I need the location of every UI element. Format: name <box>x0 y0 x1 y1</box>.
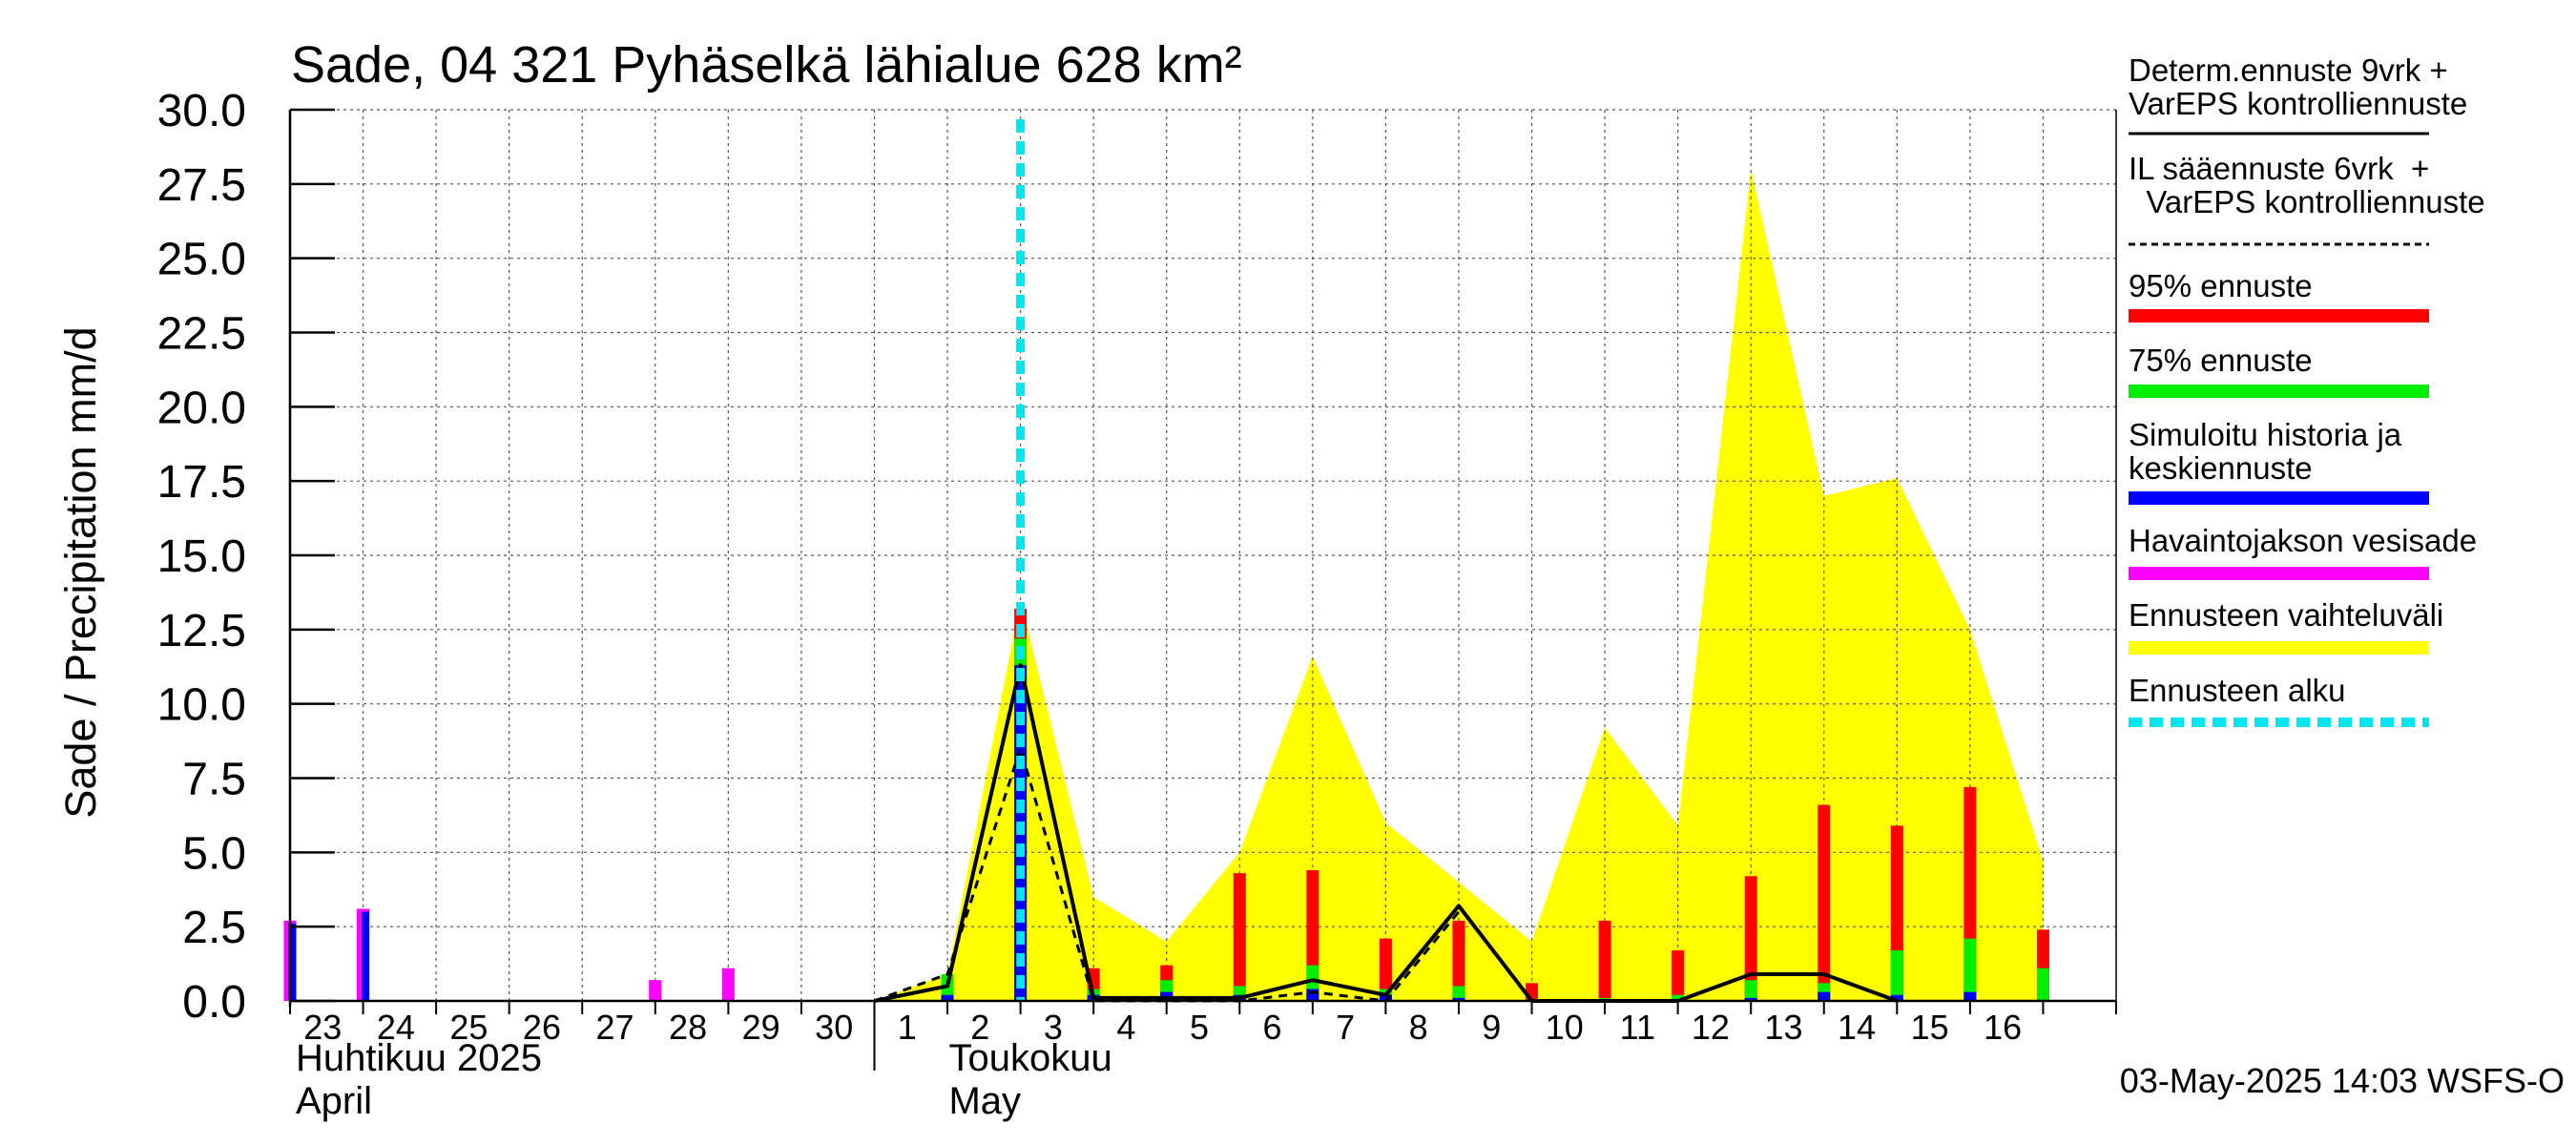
month-label-english: April <box>296 1080 372 1122</box>
bar-median <box>1452 997 1465 1001</box>
bar-75-percent <box>1963 938 1977 1001</box>
x-tick-label: 15 <box>1911 1008 1949 1047</box>
legend-label: 95% ennuste <box>2129 268 2313 303</box>
x-tick-label: 27 <box>595 1008 634 1047</box>
y-tick-label: 12.5 <box>157 606 246 656</box>
y-tick-label: 2.5 <box>182 903 246 953</box>
y-tick-label: 15.0 <box>157 531 246 582</box>
bar-75-percent <box>2036 968 2049 1001</box>
x-tick-label: 5 <box>1190 1008 1209 1047</box>
bar-75-percent <box>1890 950 1903 1001</box>
x-tick-label: 25 <box>449 1008 488 1047</box>
y-tick-label: 30.0 <box>157 86 246 136</box>
y-tick-label: 7.5 <box>182 755 246 805</box>
bar-75-percent <box>1744 980 1757 1001</box>
y-tick-label: 22.5 <box>157 309 246 360</box>
y-tick-label: 17.5 <box>157 457 246 508</box>
legend: Determ.ennuste 9vrk +VarEPS kontrollienn… <box>2129 52 2485 727</box>
legend-label: Ennusteen alku <box>2129 673 2346 708</box>
legend-label: Determ.ennuste 9vrk + <box>2129 52 2448 88</box>
x-tick-label: 30 <box>815 1008 853 1047</box>
x-tick-label: 24 <box>377 1008 415 1047</box>
y-tick-label: 20.0 <box>157 383 246 433</box>
determ-forecast-line <box>874 663 1899 1003</box>
bar-median <box>1379 994 1392 1001</box>
bar-median <box>1963 991 1977 1001</box>
x-tick-label: 8 <box>1409 1008 1428 1047</box>
x-tick-label: 3 <box>1044 1008 1063 1047</box>
line-marks <box>873 119 1899 1003</box>
bar-median <box>1890 994 1903 1001</box>
x-tick-label: 7 <box>1336 1008 1355 1047</box>
x-tick-label: 10 <box>1546 1008 1584 1047</box>
bar-95-percent <box>1452 920 1465 1001</box>
month-label: Toukokuu <box>948 1037 1111 1079</box>
axes: 0.0 2.5 5.0 7.5 10.0 12.5 15.0 17.5 20.0 22.5 25.0… <box>157 86 2117 1122</box>
legend-label: IL sääennuste 6vrk + <box>2129 151 2429 186</box>
bar-75-percent <box>1452 986 1465 1001</box>
bar-75-percent <box>1672 994 1685 1001</box>
x-tick-label: 28 <box>669 1008 707 1047</box>
bar-95-percent <box>1818 804 1831 1001</box>
x-tick-label: 23 <box>303 1008 342 1047</box>
bar-observed-edge <box>357 908 363 1001</box>
legend-label: keskiennuste <box>2129 450 2313 486</box>
il-forecast-line <box>873 746 1461 1003</box>
x-tick-label: 29 <box>742 1008 780 1047</box>
month-label-english: May <box>948 1080 1021 1122</box>
bar-95-percent <box>1379 938 1392 1001</box>
bar-95-percent <box>1598 920 1611 1001</box>
y-tick-label: 5.0 <box>182 828 246 879</box>
x-tick-label: 16 <box>1984 1008 2022 1047</box>
x-tick-label: 4 <box>1116 1008 1135 1047</box>
month-label: Huhtikuu 2025 <box>296 1037 542 1079</box>
legend-label: 75% ennuste <box>2129 343 2313 378</box>
y-tick-label: 10.0 <box>157 680 246 731</box>
x-tick-label: 6 <box>1263 1008 1282 1047</box>
x-tick-label: 14 <box>1838 1008 1876 1047</box>
y-tick-label: 25.0 <box>157 235 246 285</box>
legend-label: VarEPS kontrolliennuste <box>2129 184 2485 219</box>
bar-median <box>941 994 954 1001</box>
x-tick-label: 26 <box>523 1008 561 1047</box>
legend-label: VarEPS kontrolliennuste <box>2129 86 2467 121</box>
x-tick-label: 12 <box>1692 1008 1730 1047</box>
legend-label: Ennusteen vaihteluväli <box>2129 597 2443 633</box>
y-tick-label: 27.5 <box>157 160 246 211</box>
bar-observed-edge <box>721 968 727 1001</box>
bar-observed-edge <box>649 980 654 1001</box>
bar-95-percent <box>1233 873 1246 1001</box>
legend-label: Simuloitu historia ja <box>2129 417 2402 452</box>
bar-95-percent <box>1672 950 1685 1001</box>
x-tick-label: 13 <box>1764 1008 1802 1047</box>
bar-observed-edge <box>283 920 289 1001</box>
bar-median <box>1818 991 1831 1001</box>
bar-median <box>1744 997 1757 1001</box>
legend-label: Havaintojakson vesisade <box>2129 523 2477 558</box>
timestamp: 03-May-2025 14:03 WSFS-O <box>2120 1061 2565 1100</box>
x-tick-label: 2 <box>970 1008 989 1047</box>
chart-title: Sade, 04 321 Pyhäselkä lähialue 628 km² <box>291 36 1242 94</box>
x-tick-label: 11 <box>1620 1008 1655 1047</box>
y-axis-label: Sade / Precipitation mm/d <box>56 326 105 818</box>
y-tick-label: 0.0 <box>182 977 246 1028</box>
x-tick-label: 1 <box>898 1008 917 1047</box>
grid-lines <box>290 109 2116 1001</box>
bar-95-percent <box>1744 876 1757 1001</box>
x-tick-label: 9 <box>1482 1008 1501 1047</box>
